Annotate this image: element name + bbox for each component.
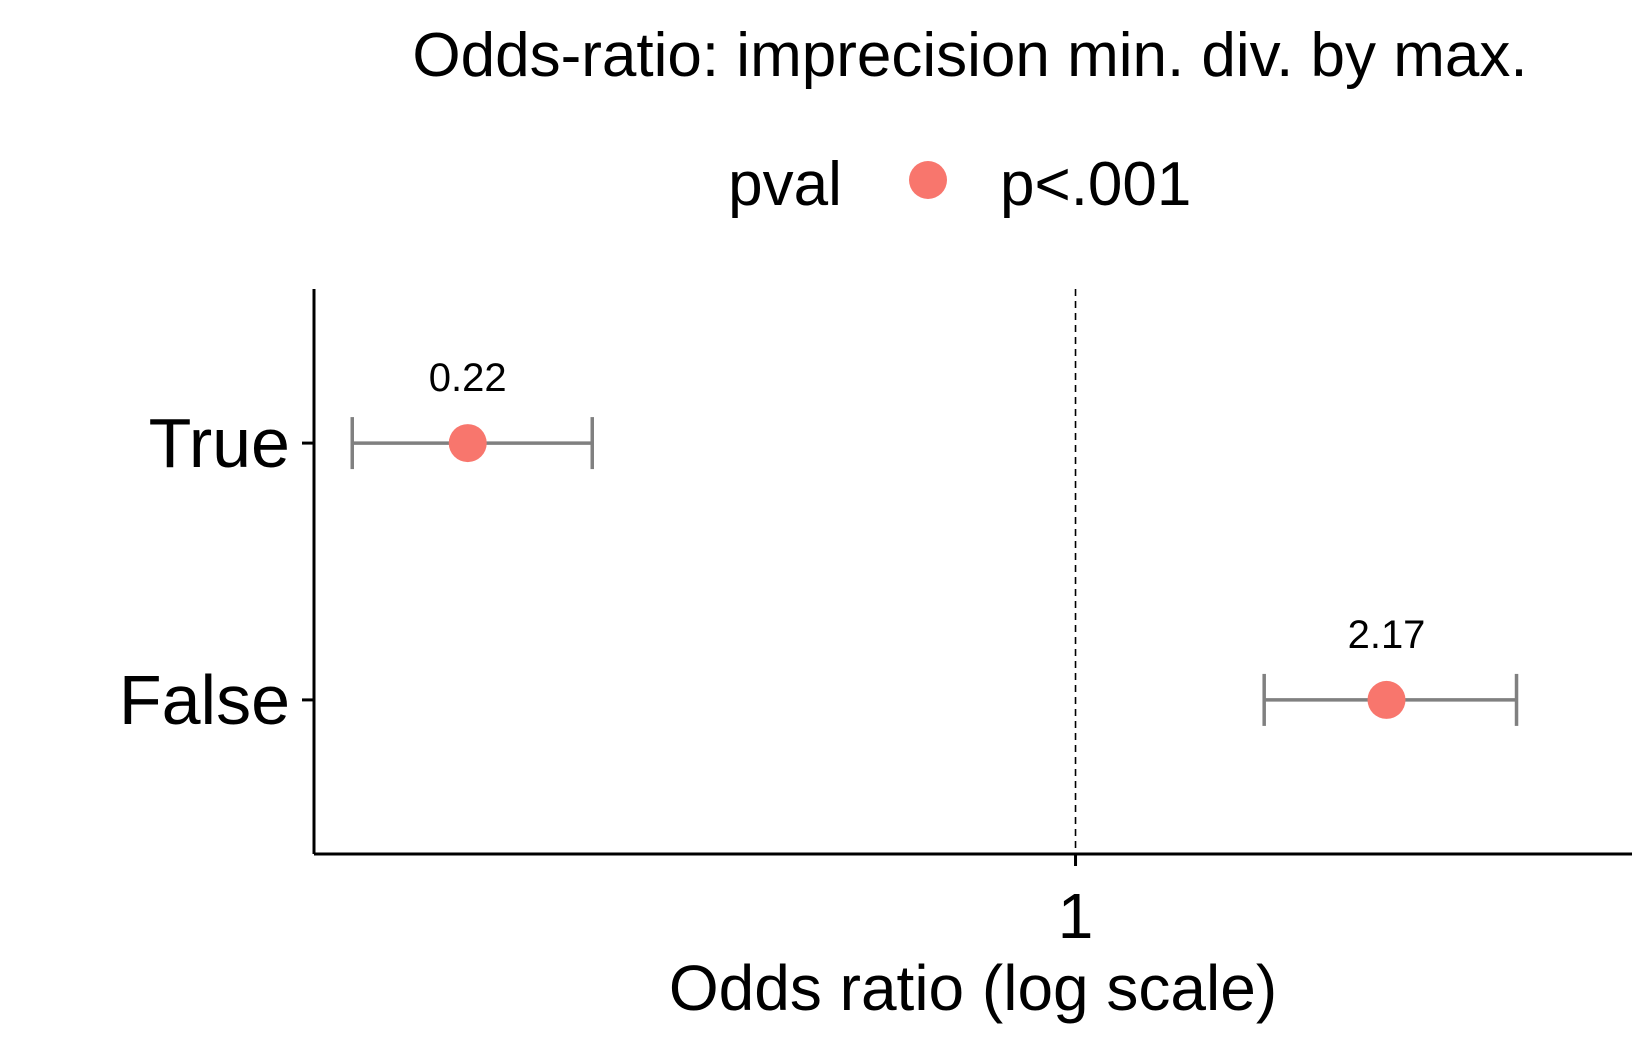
- point-label-0: 0.22: [429, 356, 507, 400]
- point-label-1: 2.17: [1348, 613, 1426, 657]
- legend-entry-label: p<.001: [1000, 150, 1191, 219]
- point-marker-0: [448, 424, 487, 463]
- chart-title: Odds-ratio: imprecision min. div. by max…: [412, 21, 1527, 90]
- y-tick-label-0: True: [149, 404, 290, 482]
- legend-title: pval: [728, 150, 842, 219]
- x-axis-label: Odds ratio (log scale): [669, 952, 1277, 1024]
- y-tick-label-1: False: [119, 661, 290, 739]
- legend-marker: [909, 161, 947, 199]
- plot-area: 1 True False 0.22 2.17: [119, 289, 1632, 952]
- x-tick-label-0: 1: [1058, 880, 1094, 952]
- point-marker-1: [1367, 680, 1406, 719]
- point-group-false: 2.17: [1262, 613, 1519, 726]
- legend: pval p<.001: [728, 150, 1191, 219]
- point-group-true: 0.22: [350, 356, 594, 470]
